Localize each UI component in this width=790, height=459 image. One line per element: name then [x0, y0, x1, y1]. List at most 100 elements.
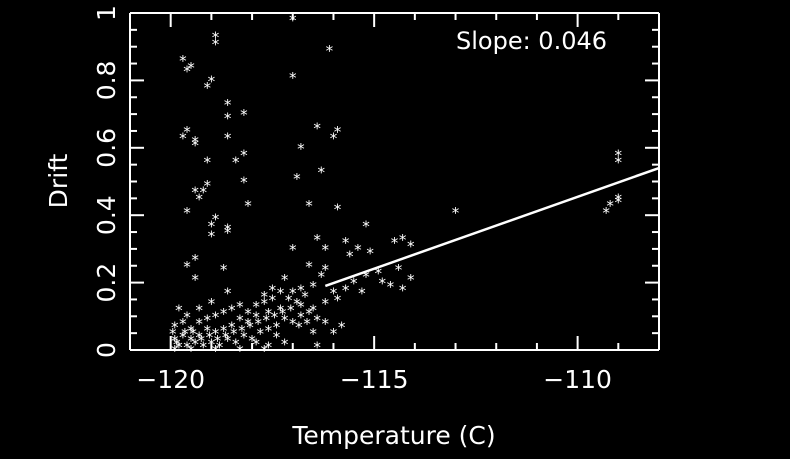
x-tick-label: −110: [543, 365, 612, 394]
data-point: *: [256, 325, 265, 343]
data-point: *: [227, 302, 236, 320]
data-point: *: [211, 29, 220, 47]
data-point: *: [317, 163, 326, 181]
data-point: *: [309, 278, 318, 296]
data-point: *: [182, 204, 191, 222]
data-point: *: [325, 42, 334, 60]
data-point: *: [223, 332, 232, 350]
y-tick-label: 0.2: [92, 263, 121, 303]
data-point: *: [219, 322, 228, 340]
data-point: *: [223, 109, 232, 127]
data-point: *: [329, 285, 338, 303]
data-point: *: [191, 136, 200, 154]
data-point: *: [264, 305, 273, 323]
data-point: *: [223, 221, 232, 239]
data-point: *: [195, 190, 204, 208]
data-point: *: [231, 335, 240, 353]
data-point: *: [398, 231, 407, 249]
data-point: *: [178, 130, 187, 148]
data-point: *: [292, 295, 301, 313]
data-point: *: [191, 251, 200, 269]
data-point: *: [254, 315, 263, 333]
data-point: *: [278, 305, 287, 323]
points-layer: *** ** ** ***** ** **** *** *********** * * ** *** *…: [168, 12, 623, 360]
data-point: *: [313, 120, 322, 138]
data-point: *: [333, 291, 342, 309]
data-point: *: [211, 325, 220, 343]
data-point: *: [333, 123, 342, 141]
data-point: *: [239, 147, 248, 165]
data-point: *: [213, 332, 222, 350]
data-point: *: [182, 62, 191, 80]
data-point: *: [239, 106, 248, 124]
data-point: *: [207, 72, 216, 90]
data-point: *: [345, 248, 354, 266]
data-point: *: [305, 305, 314, 323]
data-point: *: [215, 339, 224, 357]
data-point: *: [203, 79, 212, 97]
data-point: *: [280, 271, 289, 289]
data-point: *: [292, 170, 301, 188]
data-point: *: [203, 312, 212, 330]
data-point: *: [203, 177, 212, 195]
data-point: *: [321, 241, 330, 259]
y-axis-title: Drift: [44, 153, 73, 208]
data-point: *: [272, 329, 281, 347]
data-point: *: [394, 261, 403, 279]
data-point: *: [168, 325, 177, 343]
data-point: *: [361, 217, 370, 235]
y-tick-label: 0.6: [92, 128, 121, 168]
data-point: *: [223, 285, 232, 303]
data-point: *: [296, 281, 305, 299]
y-tick-label: 0.8: [92, 61, 121, 101]
data-point: *: [219, 261, 228, 279]
data-point: *: [205, 329, 214, 347]
data-point: *: [199, 184, 208, 202]
data-point: *: [207, 295, 216, 313]
data-point: *: [378, 275, 387, 293]
data-point: *: [197, 332, 206, 350]
data-point: *: [199, 339, 208, 357]
axes-layer: −120 −115 −110 0 0.2 0.4 0.6 0.8 1: [92, 5, 660, 394]
data-point: *: [614, 190, 623, 208]
data-point: *: [237, 322, 246, 340]
y-tick-label: 1: [92, 5, 121, 21]
data-point: *: [329, 130, 338, 148]
data-point: *: [182, 308, 191, 326]
data-point: *: [223, 96, 232, 114]
data-point: *: [313, 231, 322, 249]
data-point: *: [195, 302, 204, 320]
data-point: *: [276, 285, 285, 303]
data-point: *: [288, 241, 297, 259]
data-point: *: [246, 318, 255, 336]
data-point: *: [288, 285, 297, 303]
data-point: *: [374, 264, 383, 282]
data-point: *: [300, 288, 309, 306]
data-point: *: [264, 339, 273, 357]
data-point: *: [211, 308, 220, 326]
data-point: *: [227, 318, 236, 336]
data-point: *: [174, 302, 183, 320]
data-point: *: [386, 278, 395, 296]
data-point: *: [211, 211, 220, 229]
data-point: *: [329, 325, 338, 343]
data-point: *: [286, 302, 295, 320]
data-point: *: [309, 325, 318, 343]
data-point: *: [239, 329, 248, 347]
data-point: *: [451, 204, 460, 222]
fit-layer: [324, 166, 660, 288]
data-point: *: [614, 147, 623, 165]
data-point: *: [302, 315, 311, 333]
data-point: *: [243, 315, 252, 333]
data-point: *: [321, 295, 330, 313]
data-point: *: [288, 12, 297, 30]
data-point: *: [305, 197, 314, 215]
data-point: *: [317, 268, 326, 286]
data-point: *: [333, 200, 342, 218]
data-point: *: [243, 305, 252, 323]
data-point: *: [606, 197, 615, 215]
data-point: *: [207, 227, 216, 245]
data-point: *: [280, 335, 289, 353]
data-point: *: [614, 194, 623, 212]
data-point: *: [221, 329, 230, 347]
